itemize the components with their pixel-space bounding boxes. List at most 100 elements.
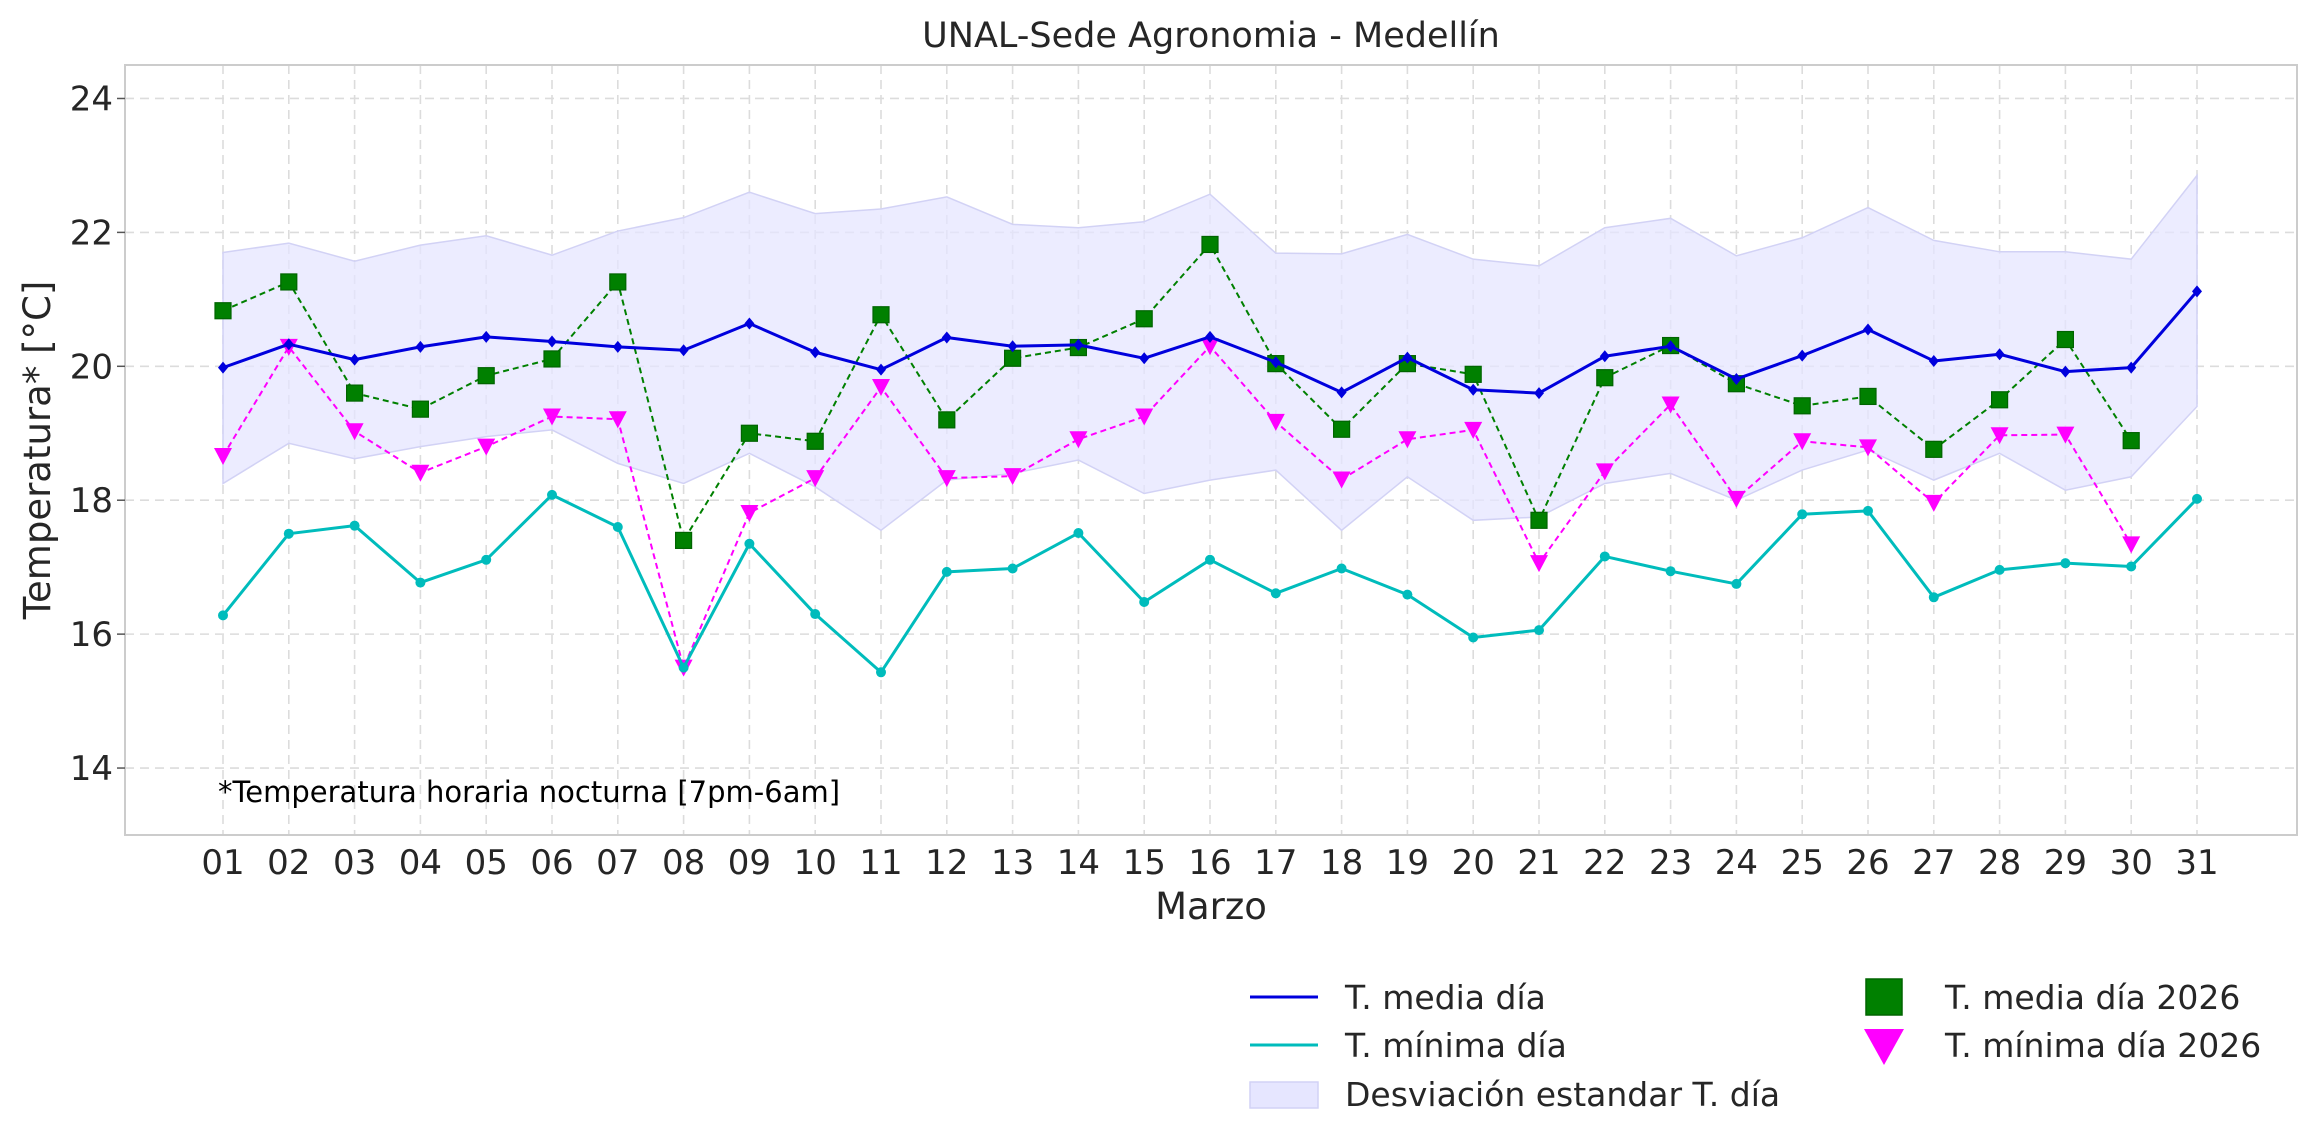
data-point-min [1402,589,1413,600]
data-point-mean2026 [280,273,298,291]
y-tick-label: 14 [70,749,113,789]
y-axis-label: Temperatura* [°C] [16,281,59,621]
x-tick-label: 06 [530,843,573,883]
x-tick-label: 02 [267,843,310,883]
data-point-mean2026 [2056,330,2074,349]
data-point-mean [1797,349,1808,362]
data-point-min2026 [608,411,627,429]
data-point-mean2026 [938,411,956,429]
x-tick-label: 23 [1649,843,1692,883]
data-point-min [349,520,360,531]
y-tick-label: 16 [70,615,113,655]
data-point-min2026 [1135,408,1154,426]
x-tick-label: 25 [1781,843,1824,883]
data-point-min2026 [1727,490,1746,508]
y-tick-label: 20 [70,347,113,387]
data-point-mean [941,331,952,344]
data-point-mean2026 [543,350,561,368]
data-point-min [810,609,821,620]
x-axis-label: Marzo [1155,885,1267,928]
data-point-mean [876,363,886,376]
data-point-mean [1139,352,1150,365]
data-point-mean [1402,351,1413,364]
data-point-min2026 [1201,338,1219,356]
data-point-min2026 [1661,396,1680,414]
data-point-min2026 [477,438,496,456]
y-tick-label: 22 [70,213,113,253]
x-tick-label: 31 [2175,843,2218,883]
series-layer [214,235,2202,678]
data-point-mean2026 [214,302,232,320]
legend-label-min: T. mínima día [1344,1026,1567,1065]
x-tick-label: 27 [1912,843,1955,883]
data-point-mean2026 [1003,349,1022,367]
data-point-mean [744,317,755,330]
data-point-mean2026 [1135,310,1153,328]
series-min2026 [214,338,2141,677]
data-point-mean [481,330,492,343]
data-point-mean2026 [411,400,429,418]
data-point-min [1731,578,1742,589]
data-point-min2026 [1332,471,1351,489]
data-point-mean [1599,350,1610,363]
data-point-mean [612,340,623,353]
legend-label-mean-2026: T. media día 2026 [1944,978,2240,1017]
data-point-min2026 [1003,468,1022,486]
data-point-min [1139,596,1150,607]
data-point-mean [1928,354,1939,367]
data-point-mean [415,340,426,353]
data-point-min2026 [345,423,364,441]
data-point-min2026 [1530,555,1548,573]
x-tick-label: 28 [1978,843,2021,883]
data-point-mean [810,346,821,359]
x-tick-label: 09 [728,843,771,883]
x-tick-label: 01 [201,843,244,883]
data-point-min [612,522,623,532]
x-tick-label: 14 [1057,843,1100,883]
x-tick-label: 17 [1254,843,1297,883]
data-point-mean2026 [872,306,890,324]
data-point-mean [547,335,557,348]
x-tick-label: 11 [859,843,902,883]
data-point-min [283,528,294,539]
data-point-min [415,577,426,588]
data-point-min [2060,558,2071,569]
x-tick-label: 26 [1846,843,1889,883]
legend-swatch-min-2026 [1864,1029,1904,1065]
data-point-mean [2192,285,2202,298]
data-point-min [547,489,557,500]
x-tick-label: 15 [1123,843,1166,883]
data-point-mean2026 [1332,420,1351,438]
plot-frame [124,64,2298,836]
data-point-mean2026 [1793,397,1811,415]
data-point-min [1270,588,1281,599]
data-point-min2026 [1069,431,1088,449]
data-point-min [678,662,689,673]
series-line-mean2026 [222,243,2133,542]
y-tick-label: 18 [70,481,113,521]
data-point-min2026 [1398,431,1417,449]
chart-title: UNAL-Sede Agronomia - Medellín [922,16,1500,56]
data-point-mean2026 [806,432,824,450]
data-point-min2026 [740,504,759,522]
data-point-min [1863,505,1873,516]
x-tick-label: 30 [2110,843,2153,883]
series-mean2026 [214,235,2140,549]
data-point-mean [1534,387,1544,400]
x-tick-label: 18 [1320,843,1363,883]
data-point-min [2126,561,2137,572]
data-point-min2026 [543,408,561,426]
data-point-mean [1731,373,1742,386]
data-point-min [2192,493,2202,504]
x-tick-label: 21 [1517,843,1560,883]
data-point-min2026 [1990,427,2009,445]
data-point-min2026 [1859,439,1877,457]
data-point-mean [2060,365,2071,378]
x-tick-label: 03 [333,843,376,883]
data-point-mean2026 [1464,365,1482,383]
data-point-mean2026 [1859,387,1877,406]
data-point-mean [1468,383,1479,396]
data-point-mean2026 [1201,235,1219,254]
legend-swatch-mean-2026 [1865,978,1903,1016]
x-tick-label: 07 [596,843,639,883]
